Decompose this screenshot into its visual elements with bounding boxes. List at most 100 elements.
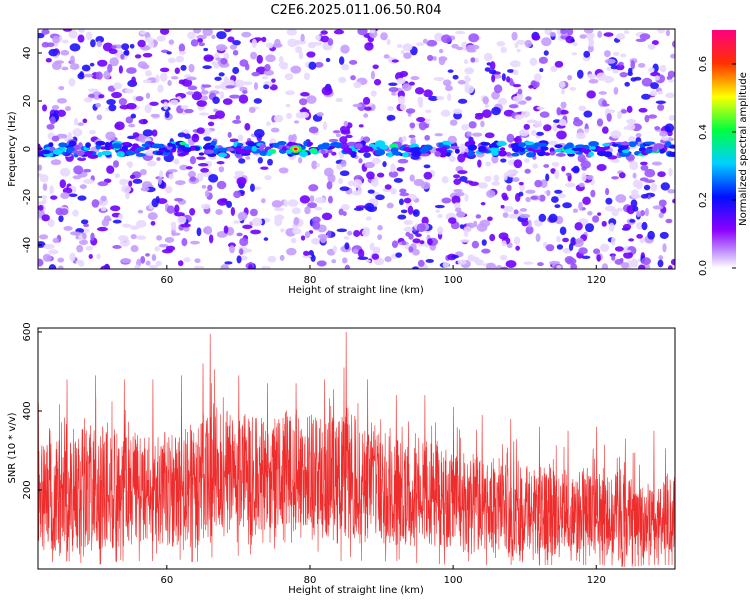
spectrogram-cell xyxy=(606,109,616,114)
spectrogram-cell xyxy=(535,131,544,136)
spectrogram-cell xyxy=(338,76,347,84)
spectrogram-cell xyxy=(495,264,503,269)
spectrogram-band-cell xyxy=(178,152,186,157)
spectrogram-cell xyxy=(473,220,478,228)
spectrogram-cell xyxy=(120,53,125,60)
spectrogram-band-cell xyxy=(402,152,409,158)
spectrogram-cell xyxy=(629,160,639,171)
spectrogram-band-cell xyxy=(134,146,146,152)
spectrogram-cell xyxy=(661,135,669,141)
spectrogram-cell xyxy=(332,245,338,253)
spectrogram-cell xyxy=(619,53,627,58)
spectrogram-cell xyxy=(630,60,636,70)
spectrogram-cell xyxy=(382,161,387,168)
spectrogram-cell xyxy=(658,255,664,261)
spectrogram-cell xyxy=(60,192,70,199)
spectrogram-cell xyxy=(188,63,195,73)
spectrogram-cell xyxy=(484,67,491,72)
spectrogram-cell xyxy=(449,119,458,126)
spectrogram-cell xyxy=(665,29,671,37)
spectrogram-band-cell xyxy=(258,144,267,149)
spectrogram-cell xyxy=(129,174,136,180)
spectrogram-cell xyxy=(89,129,96,135)
spectrogram-cell xyxy=(156,35,166,42)
spectrogram-cell xyxy=(399,192,410,197)
spectrogram-cell xyxy=(142,52,153,58)
spectrogram-cell xyxy=(581,255,591,259)
colorbar-gradient xyxy=(712,30,736,268)
spectrogram-cell xyxy=(559,109,569,115)
spectrogram-cell xyxy=(190,240,200,245)
spectrogram-band-cell xyxy=(217,147,228,152)
spectrogram-band-cell xyxy=(390,147,399,154)
spectrogram-cell xyxy=(523,158,530,163)
spectrogram-cell xyxy=(290,237,297,244)
spectrogram-band-cell xyxy=(68,140,77,147)
spectrogram-cell xyxy=(292,228,302,235)
spectrogram-cell xyxy=(59,167,71,177)
spectrogram-cell xyxy=(208,174,219,183)
spectrogram-cell xyxy=(189,156,197,165)
spectrogram-cell xyxy=(579,34,587,39)
spectrogram-cell xyxy=(56,133,68,139)
spectrogram-cell xyxy=(211,61,217,65)
top-x-tick-label: 120 xyxy=(587,275,606,286)
spectrogram-cells xyxy=(38,29,675,269)
spectrogram-cell xyxy=(503,205,514,213)
spectrogram-cell xyxy=(279,254,285,261)
spectrogram-band-cell xyxy=(166,145,173,150)
spectrogram-cell xyxy=(249,208,258,217)
spectrogram-band-cell xyxy=(236,142,244,147)
spectrogram-band-cell xyxy=(466,152,475,157)
spectrogram-cell xyxy=(177,132,186,138)
spectrogram-band-cell xyxy=(463,152,469,158)
spectrogram-cell xyxy=(559,226,567,236)
spectrogram-cell xyxy=(207,184,213,192)
spectrogram-cell xyxy=(155,260,162,266)
spectrogram-cell xyxy=(523,261,534,265)
spectrogram-cell xyxy=(659,130,668,137)
spectrogram-cell xyxy=(572,119,584,127)
spectrogram-cell xyxy=(266,121,271,126)
spectrogram-cell xyxy=(396,77,406,85)
spectrogram-cell xyxy=(502,195,509,201)
spectrogram-cell xyxy=(635,222,644,230)
spectrogram-cell xyxy=(457,79,466,85)
spectrogram-cell xyxy=(463,226,472,233)
spectrogram-cell xyxy=(640,164,649,171)
spectrogram-cell xyxy=(434,204,445,209)
spectrogram-band-cell xyxy=(131,143,139,148)
spectrogram-cell xyxy=(416,223,426,233)
spectrogram-cell xyxy=(390,163,396,173)
spectrogram-cell xyxy=(155,195,160,203)
spectrogram-cell xyxy=(665,92,675,99)
spectrogram-cell xyxy=(624,81,630,87)
spectrogram-cell xyxy=(301,107,307,112)
spectrogram-band-cell xyxy=(488,143,498,149)
spectrogram-cell xyxy=(261,198,266,204)
spectrogram-peak xyxy=(293,147,298,151)
spectrogram-cell xyxy=(228,79,235,87)
spectrogram-band-cell xyxy=(554,144,563,149)
spectrogram-cell xyxy=(546,189,551,197)
spectrogram-cell xyxy=(519,213,531,219)
spectrogram-cell xyxy=(667,70,675,78)
spectrogram-cell xyxy=(300,235,306,241)
spectrogram-cell xyxy=(655,100,666,105)
spectrogram-cell xyxy=(623,251,633,259)
spectrogram-cell xyxy=(337,177,344,185)
spectrogram-band-cell xyxy=(434,150,442,157)
spectrogram-cell xyxy=(82,233,87,240)
spectrogram-cell xyxy=(335,133,342,138)
spectrogram-band-cell xyxy=(523,141,535,145)
spectrogram-cell xyxy=(452,74,459,80)
spectrogram-cell xyxy=(556,235,561,243)
spectrogram-cell xyxy=(453,174,461,179)
spectrogram-cell xyxy=(581,165,587,171)
spectrogram-band-cell xyxy=(66,146,75,152)
spectrogram-cell xyxy=(95,102,101,108)
spectrogram-cell xyxy=(560,101,567,109)
spectrogram-cell xyxy=(91,199,100,208)
spectrogram-cell xyxy=(524,168,531,174)
spectrogram-cell xyxy=(342,257,348,264)
